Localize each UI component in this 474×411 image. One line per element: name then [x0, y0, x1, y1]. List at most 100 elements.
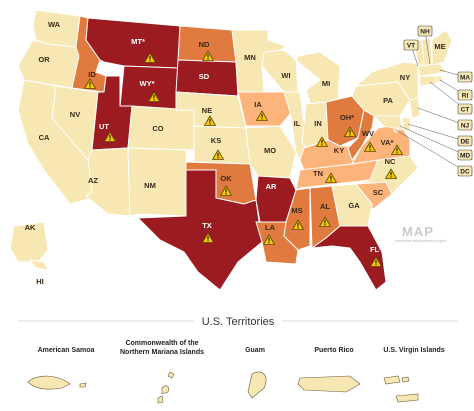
state-wy	[119, 65, 179, 111]
state-box-dc	[457, 165, 473, 177]
state-box-label-vt: VT	[407, 42, 415, 49]
state-label-la: LA	[265, 223, 276, 232]
state-box-ri	[457, 89, 473, 101]
state-box-ma	[457, 71, 473, 83]
callout-line-nj	[417, 107, 466, 126]
state-label-nd: ND	[199, 40, 210, 49]
state-label-mt: MT*	[131, 37, 145, 46]
state-box-ct	[457, 103, 473, 115]
state-box-label-dc: DC	[460, 168, 470, 175]
territory-name-guam-line-0: Guam	[245, 347, 265, 354]
state-mi	[295, 51, 341, 105]
state-wi	[261, 49, 299, 93]
state-label-ny: NY	[400, 73, 410, 82]
state-tx	[137, 169, 263, 291]
state-label-va: VA*	[381, 138, 394, 147]
territory-shape-u-s-virgin-islands-2	[395, 393, 419, 403]
state-label-ks: KS	[211, 136, 221, 145]
state-box-label-nj: NJ	[461, 122, 470, 129]
state-label-nc: NC	[385, 157, 396, 166]
state-label-ia: IA	[254, 100, 262, 109]
state-label-pa: PA	[383, 96, 393, 105]
state-label-mo: MO	[264, 146, 276, 155]
state-box-label-de: DE	[460, 138, 470, 145]
state-label-me: ME	[434, 42, 445, 51]
callout-line-dc	[395, 129, 466, 172]
state-fl	[311, 225, 387, 291]
state-label-or: OR	[38, 55, 50, 64]
state-label-az: AZ	[88, 176, 98, 185]
map-logo: MAP movement advancement project	[395, 224, 446, 243]
state-box-vt	[403, 39, 419, 51]
territory-name-american-samoa-line-0: American Samoa	[38, 347, 95, 354]
state-ia	[237, 91, 293, 127]
territory-shape-puerto-rico-0	[297, 375, 361, 393]
state-ny	[355, 61, 419, 101]
state-label-hi: HI	[36, 277, 44, 286]
state-box-label-ri: RI	[462, 92, 469, 99]
state-box-md	[457, 149, 473, 161]
state-label-ne: NE	[202, 106, 212, 115]
territory-shape-u-s-virgin-islands-0	[383, 375, 401, 385]
territories-title: U.S. Territories	[202, 316, 275, 328]
state-label-ak: AK	[25, 223, 36, 232]
state-hi	[29, 259, 49, 271]
state-de	[401, 117, 411, 131]
state-ma	[417, 63, 447, 77]
state-label-mn: MN	[244, 53, 256, 62]
state-nj	[409, 97, 421, 119]
state-md	[373, 115, 403, 131]
territory-shape-commonwealth-of-the-northern-mariana-islands-0	[167, 371, 175, 379]
state-label-ut: UT	[99, 122, 109, 131]
state-label-sc: SC	[373, 188, 384, 197]
territory-shape-guam-0	[247, 371, 267, 399]
territory-name-u-s-virgin-islands-line-0: U.S. Virgin Islands	[383, 347, 444, 354]
state-ri	[435, 75, 443, 83]
state-label-nm: NM	[144, 181, 156, 190]
state-label-tx: TX	[202, 221, 212, 230]
territory-shape-commonwealth-of-the-northern-mariana-islands-1	[161, 385, 169, 395]
state-label-fl: FL*	[370, 245, 382, 254]
callout-line-md	[399, 125, 466, 156]
logo-brand: MAP	[402, 224, 434, 239]
state-label-ky: KY	[334, 146, 344, 155]
callout-line-nh	[424, 30, 431, 65]
territory-shape-american-samoa-0	[27, 375, 71, 390]
callout-line-de	[407, 123, 466, 142]
state-label-il: IL	[294, 119, 301, 128]
state-label-tn: TN	[313, 169, 323, 178]
state-ms	[283, 187, 311, 251]
state-label-oh: OH*	[340, 113, 354, 122]
state-label-ga: GA	[348, 201, 360, 210]
state-box-label-nh: NH	[420, 28, 430, 35]
state-label-sd: SD	[199, 72, 210, 81]
state-label-mi: MI	[322, 79, 330, 88]
territory-name-puerto-rico-line-0: Puerto Rico	[314, 347, 353, 354]
state-label-ca: CA	[39, 133, 50, 142]
state-label-co: CO	[152, 124, 163, 133]
state-label-wy: WY*	[140, 79, 155, 88]
state-nm	[127, 147, 187, 217]
state-label-ar: AR	[266, 182, 277, 191]
territory-shape-u-s-virgin-islands-1	[401, 376, 410, 383]
state-ga	[331, 183, 373, 227]
state-label-wi: WI	[281, 71, 290, 80]
state-label-ok: OK	[220, 174, 232, 183]
state-label-id: ID	[88, 70, 96, 79]
state-box-de	[457, 135, 473, 147]
state-box-nj	[457, 119, 473, 131]
state-label-wv: WV	[362, 129, 374, 138]
territory-name-commonwealth-of-the-northern-mariana-islands-line-1: Northern Mariana Islands	[120, 349, 204, 356]
state-box-label-ma: MA	[460, 74, 470, 81]
state-box-label-ct: CT	[461, 106, 470, 113]
territory-shape-commonwealth-of-the-northern-mariana-islands-2	[157, 395, 164, 404]
state-label-in: IN	[314, 119, 322, 128]
state-label-wa: WA	[48, 20, 61, 29]
territory-name-commonwealth-of-the-northern-mariana-islands-line-0: Commonwealth of the	[125, 340, 198, 347]
state-label-nv: NV	[70, 110, 80, 119]
state-box-label-md: MD	[460, 152, 470, 159]
state-label-ms: MS	[291, 206, 302, 215]
logo-subtitle: movement advancement project	[395, 239, 446, 243]
territory-shape-american-samoa-1	[79, 382, 87, 388]
